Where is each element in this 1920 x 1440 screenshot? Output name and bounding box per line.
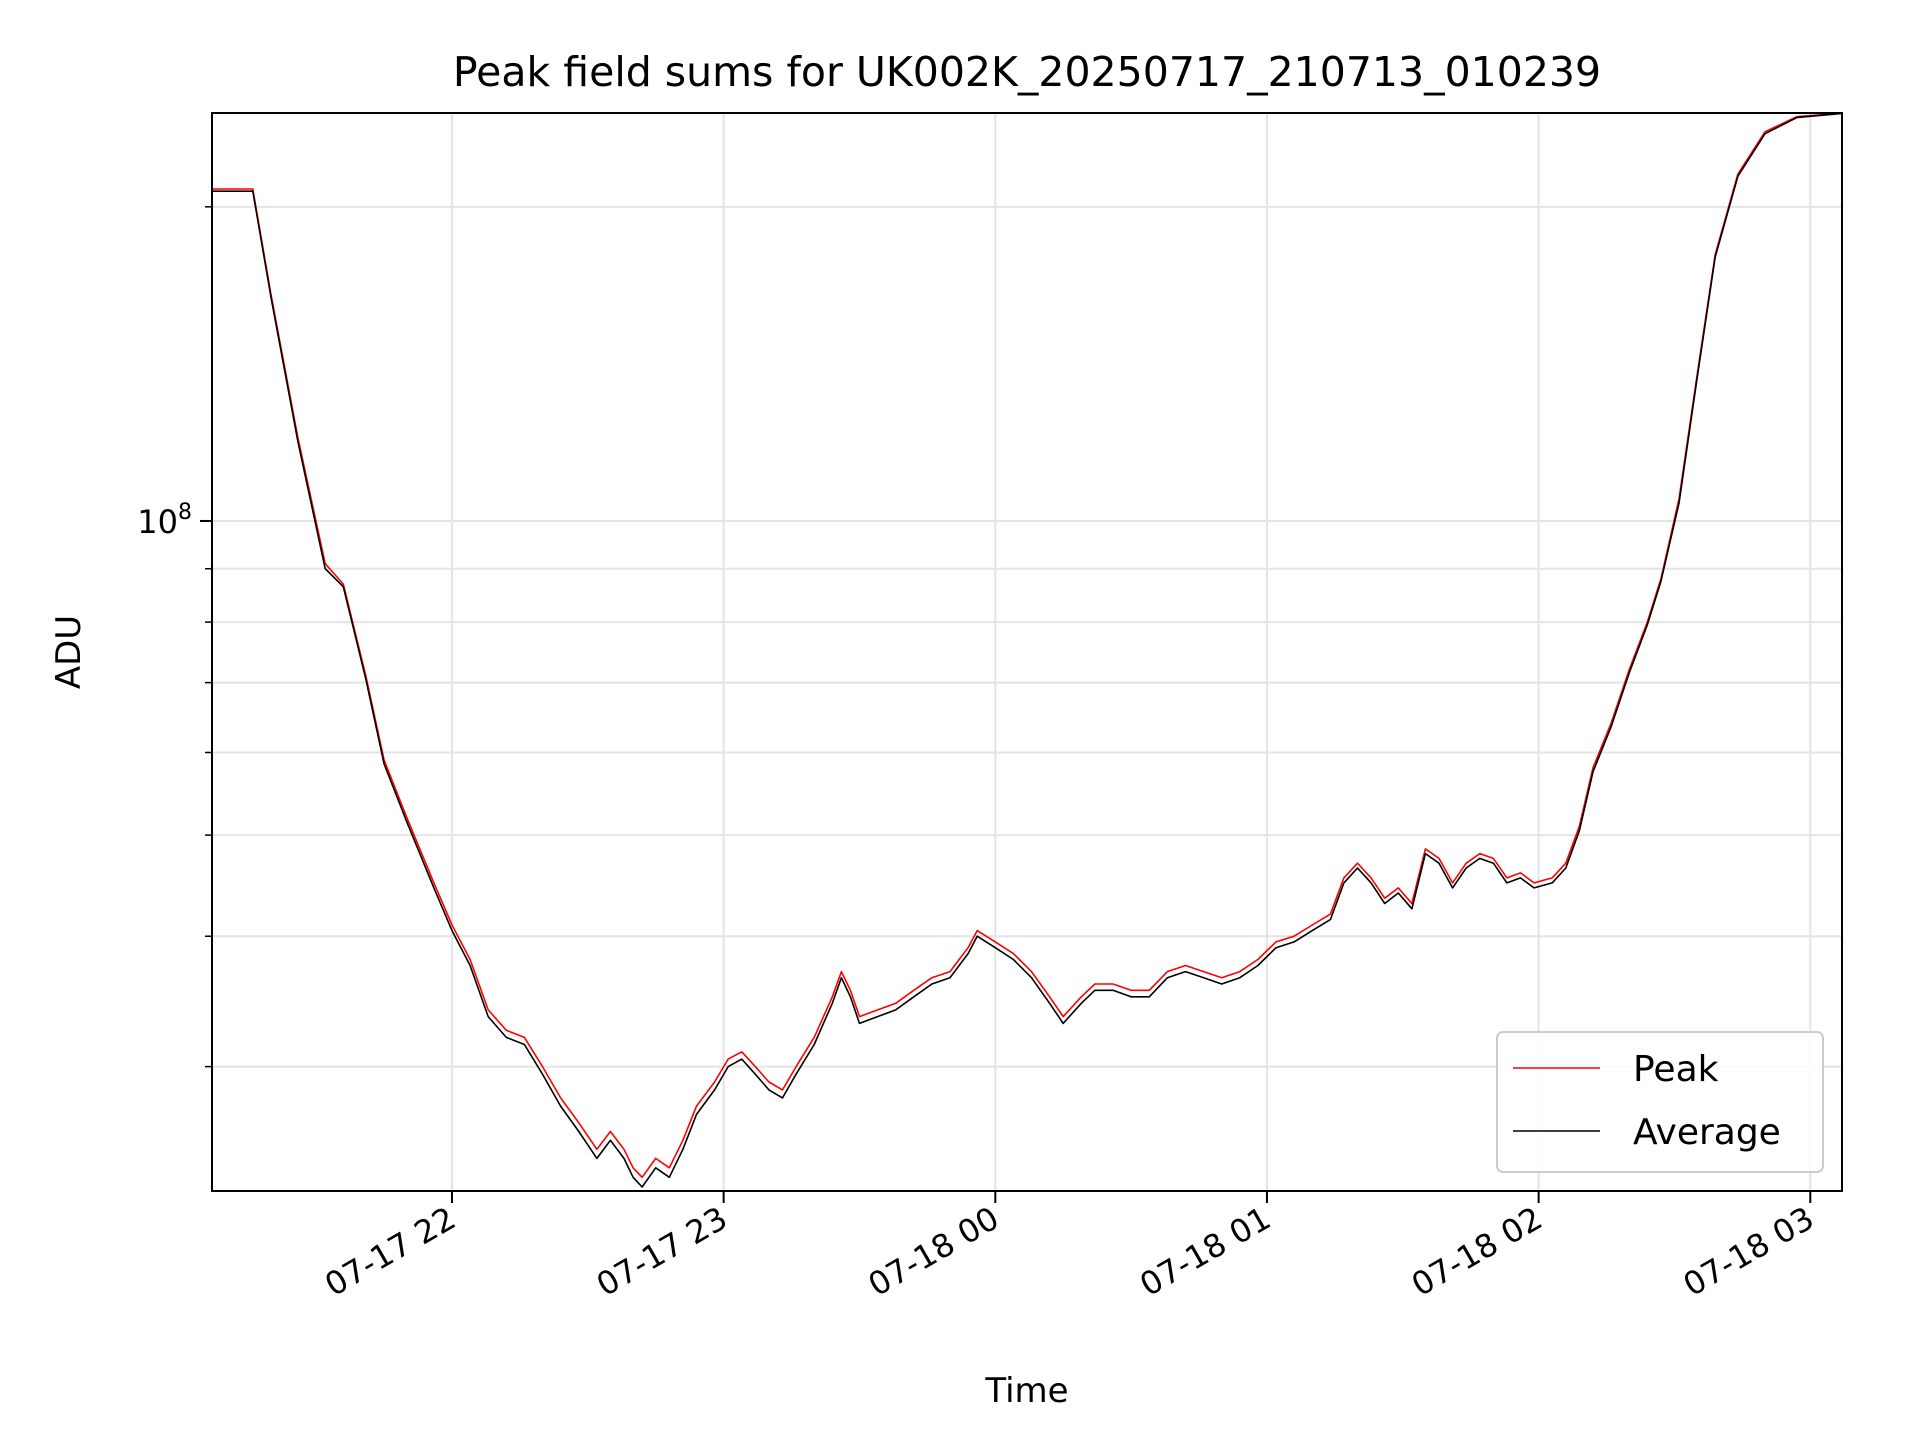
y-tick-label: 108	[137, 500, 192, 541]
x-tick-label: 07-18 02	[1405, 1199, 1549, 1304]
legend-average-label: Average	[1633, 1112, 1781, 1153]
legend-box	[1496, 1031, 1824, 1173]
x-axis: 07-17 22 07-17 23 07-18 00 07-18 01 07-18 02…	[318, 1191, 1820, 1304]
plot-area-frame	[211, 112, 1843, 1192]
y-axis: 108	[137, 206, 212, 1068]
x-tick-label: 07-18 00	[862, 1199, 1006, 1304]
x-tick-label: 07-17 23	[590, 1199, 734, 1304]
x-axis-label: Time	[984, 1371, 1068, 1411]
x-tick-label: 07-18 01	[1133, 1199, 1277, 1304]
x-tick-label: 07-17 22	[318, 1199, 462, 1304]
chart-title: Peak field sums for UK002K_20250717_2107…	[453, 48, 1601, 96]
legend: Peak Average	[1496, 1031, 1824, 1173]
series-line-peak	[212, 112, 1843, 1179]
series-line-average	[212, 112, 1843, 1188]
y-axis-label: ADU	[49, 615, 89, 689]
grid-lines	[212, 113, 1842, 1191]
x-tick-label: 07-18 03	[1677, 1199, 1821, 1304]
legend-peak-label: Peak	[1633, 1049, 1719, 1090]
series-lines	[212, 112, 1843, 1188]
